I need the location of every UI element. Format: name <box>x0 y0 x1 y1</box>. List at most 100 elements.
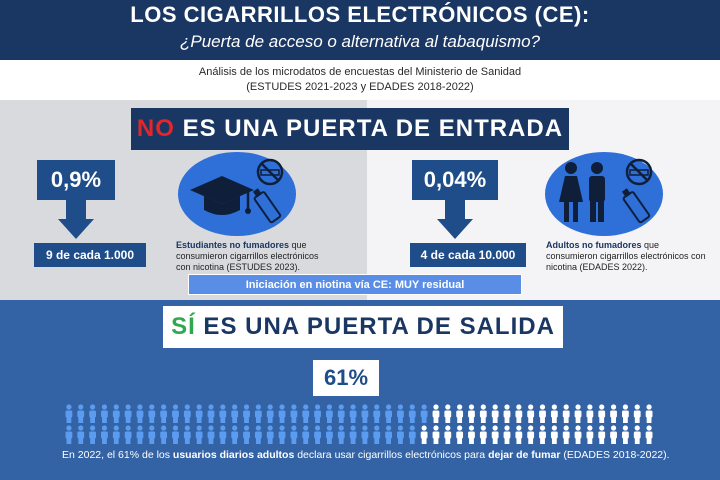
person-icon <box>266 404 274 423</box>
person-icon <box>231 404 239 423</box>
students-arrow-head <box>58 219 94 239</box>
adults-stat: 0,04% <box>412 160 498 200</box>
person-icon <box>598 404 606 423</box>
person-icon <box>254 404 262 423</box>
person-icon <box>219 425 227 444</box>
person-icon <box>527 404 535 423</box>
person-icon <box>349 404 357 423</box>
person-icon <box>124 404 132 423</box>
person-icon <box>550 425 558 444</box>
woman-man-icon <box>559 158 653 224</box>
person-icon <box>468 404 475 423</box>
person-icon <box>254 425 262 444</box>
person-icon <box>112 404 120 423</box>
person-icon <box>645 404 653 423</box>
person-icon <box>456 425 464 444</box>
e-cigarette-icon <box>252 188 282 224</box>
person-icon <box>586 425 594 444</box>
person-icon <box>373 404 381 423</box>
page-title: LOS CIGARRILLOS ELECTRÓNICOS (CE): <box>130 2 590 27</box>
person-icon <box>290 404 298 423</box>
person-icon <box>148 404 156 423</box>
no-smoking-icon <box>625 158 653 186</box>
person-icon <box>527 425 535 444</box>
no-smoking-icon <box>256 158 284 186</box>
person-icon <box>444 425 452 444</box>
entrada-banner: NO ES UNA PUERTA DE ENTRADA <box>131 108 569 150</box>
person-icon <box>515 404 523 423</box>
graduation-cap-icon <box>190 158 284 224</box>
adults-icon-circle <box>545 152 663 236</box>
person-icon <box>385 404 392 423</box>
person-icon <box>515 425 523 444</box>
person-icon <box>479 425 487 444</box>
salida-text-bold-2: dejar de fumar <box>488 449 561 461</box>
person-icon <box>598 425 606 444</box>
students-arrow-shaft <box>66 200 86 220</box>
person-icon <box>195 404 203 423</box>
person-icon <box>219 404 227 423</box>
person-icon <box>337 404 345 423</box>
salida-banner: SÍ ES UNA PUERTA DE SALIDA <box>163 306 563 348</box>
person-icon <box>101 404 108 423</box>
person-icon <box>243 425 250 444</box>
person-icon <box>302 404 310 423</box>
person-icon <box>432 425 440 444</box>
person-icon <box>89 404 96 423</box>
person-icon <box>550 404 558 423</box>
person-icon <box>610 425 617 444</box>
entrada-highlight: NO <box>136 115 175 142</box>
person-icon <box>314 425 321 444</box>
residual-note: Iniciación en niotina vía CE: MUY residu… <box>188 274 522 295</box>
students-ratio: 9 de cada 1.000 <box>34 243 146 267</box>
person-icon <box>160 425 168 444</box>
students-desc-text: que consumieron cigarrillos electrónicos… <box>176 240 319 272</box>
person-icon <box>586 404 594 423</box>
person-icon <box>101 425 108 444</box>
person-icon <box>574 404 582 423</box>
person-icon <box>77 404 85 423</box>
person-icon <box>562 404 570 423</box>
adults-arrow-head <box>437 219 473 239</box>
person-icon <box>444 404 452 423</box>
person-icon <box>539 425 546 444</box>
person-icon <box>183 404 191 423</box>
person-icon <box>574 425 582 444</box>
person-icon <box>195 425 203 444</box>
person-icon <box>373 425 381 444</box>
salida-text-mid: declara usar cigarrillos electrónicos pa… <box>294 449 489 461</box>
person-icon <box>479 404 487 423</box>
person-icon <box>349 425 357 444</box>
students-description: Estudiantes no fumadores que consumieron… <box>176 240 326 273</box>
person-icon <box>160 404 168 423</box>
person-icon <box>456 404 464 423</box>
person-icon <box>112 425 120 444</box>
person-icon <box>491 425 499 444</box>
people-icon-grid <box>65 404 653 444</box>
person-icon <box>183 425 191 444</box>
person-icon <box>278 425 286 444</box>
person-icon <box>207 425 215 444</box>
person-icon <box>420 404 428 423</box>
person-icon <box>539 404 546 423</box>
salida-text-bold-1: usuarios diarios adultos <box>172 449 295 461</box>
adults-ratio: 4 de cada 10.000 <box>410 243 526 267</box>
person-icon <box>337 425 345 444</box>
adults-arrow-shaft <box>445 200 465 220</box>
person-icon <box>491 404 499 423</box>
person-icon <box>326 404 333 423</box>
adults-desc-bold: Adultos no fumadores <box>546 240 642 250</box>
salida-stat: 61% <box>313 360 379 396</box>
person-icon <box>136 404 144 423</box>
person-icon <box>231 425 239 444</box>
person-icon <box>124 425 132 444</box>
students-icon-circle <box>178 152 296 236</box>
person-icon <box>266 425 274 444</box>
person-icon <box>172 425 179 444</box>
salida-text-pre: En 2022, el 61% de los <box>62 449 173 461</box>
person-icon <box>207 404 215 423</box>
person-icon <box>136 425 144 444</box>
person-icon <box>89 425 96 444</box>
students-desc-bold: Estudiantes no fumadores <box>176 240 290 250</box>
students-stat: 0,9% <box>37 160 115 200</box>
